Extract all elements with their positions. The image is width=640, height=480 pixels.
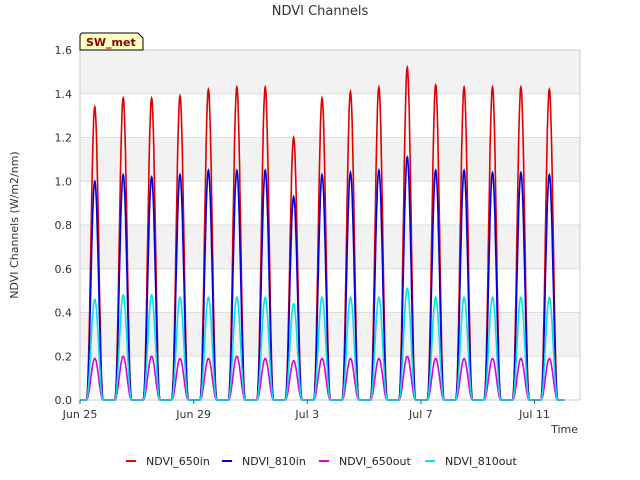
- y-tick-label: 0.2: [55, 350, 73, 363]
- series-line-ndvi-650out: [80, 355, 565, 401]
- y-tick-label: 1.2: [55, 132, 73, 145]
- legend-label: NDVI_810out: [445, 455, 517, 468]
- legend-label: NDVI_810in: [242, 455, 306, 468]
- y-tick-label: 1.6: [55, 44, 73, 57]
- annotation-label: SW_met: [86, 36, 136, 49]
- legend-label: NDVI_650in: [146, 455, 210, 468]
- legend: NDVI_650in NDVI_810in NDVI_650out NDVI_810o…: [126, 455, 517, 468]
- x-tick-label: Jul 11: [518, 408, 550, 421]
- annotation-box-shape: [79, 32, 144, 51]
- x-tick-label: Jul 3: [294, 408, 319, 421]
- y-tick-label: 0.0: [55, 394, 73, 407]
- y-axis-title: NDVI Channels (W/m2/nm): [8, 151, 21, 298]
- y-tick-label: 1.0: [55, 175, 73, 188]
- x-axis-title: Time: [550, 423, 578, 436]
- y-tick-label: 0.8: [55, 219, 73, 232]
- x-tick-label: Jul 7: [408, 408, 433, 421]
- y-tick-label: 0.6: [55, 263, 73, 276]
- annotation-box: SW_met: [79, 32, 144, 51]
- y-tick-label: 0.4: [55, 307, 73, 320]
- y-tick-label: 1.4: [55, 88, 73, 101]
- series-line-ndvi-810in: [80, 155, 565, 401]
- x-tick-label: Jun 25: [62, 408, 98, 421]
- plot-band: [80, 50, 580, 94]
- legend-label: NDVI_650out: [339, 455, 411, 468]
- y-axis-ticks: 0.0 0.2 0.4 0.6 0.8 1.0 1.2 1.4 1.6: [55, 44, 73, 407]
- x-tick-label: Jun 29: [175, 408, 211, 421]
- x-axis-ticks: Jun 25 Jun 29 Jul 3 Jul 7 Jul 11: [62, 400, 550, 421]
- series-layer: [80, 64, 565, 401]
- series-line-ndvi-810out: [80, 287, 565, 401]
- chart-title: NDVI Channels: [272, 4, 369, 19]
- plot-band: [80, 137, 580, 182]
